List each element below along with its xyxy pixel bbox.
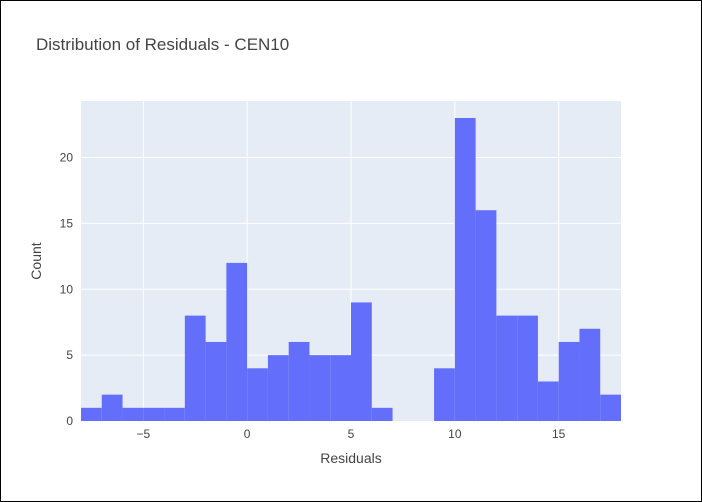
x-tick-label: −5 <box>136 427 150 441</box>
histogram-bar <box>537 381 559 421</box>
y-tick-label: 0 <box>66 414 73 428</box>
histogram-bar <box>454 118 476 421</box>
y-tick-label: 15 <box>60 216 74 230</box>
histogram-bar <box>351 302 372 421</box>
histogram-bar <box>579 328 601 421</box>
histogram-bar <box>164 407 185 421</box>
y-tick-label: 10 <box>60 282 74 296</box>
histogram-bar <box>288 341 310 421</box>
y-axis-title: Count <box>28 242 44 279</box>
histogram-bar <box>517 315 538 421</box>
x-tick-label: 15 <box>552 427 566 441</box>
x-tick-label: 0 <box>244 427 251 441</box>
x-tick-label: 10 <box>448 427 462 441</box>
histogram-bar <box>475 210 497 421</box>
x-ticks: −5 0 5 10 15 <box>136 427 565 441</box>
histogram-bar <box>205 341 227 421</box>
x-tick-label: 5 <box>348 427 355 441</box>
histogram-bar <box>101 394 123 421</box>
histogram-bar <box>143 407 165 421</box>
histogram-bar <box>184 315 206 421</box>
chart-title: Distribution of Residuals - CEN10 <box>36 35 290 54</box>
histogram-bar <box>309 355 331 421</box>
histogram-bar <box>81 407 102 421</box>
histogram-bar <box>247 368 268 421</box>
histogram-bar <box>600 394 621 421</box>
histogram-bar <box>226 262 248 421</box>
x-axis-title: Residuals <box>320 450 381 466</box>
histogram-bar <box>558 341 580 421</box>
histogram-bar <box>371 407 393 421</box>
histogram-bar <box>496 315 518 421</box>
y-tick-label: 5 <box>66 348 73 362</box>
y-ticks: 0 5 10 15 20 <box>60 151 74 428</box>
histogram-bar <box>434 368 455 421</box>
y-tick-label: 20 <box>60 151 74 165</box>
bars <box>81 118 621 421</box>
histogram-bar <box>267 355 289 421</box>
histogram-bar <box>122 407 144 421</box>
histogram-bar <box>330 355 351 421</box>
